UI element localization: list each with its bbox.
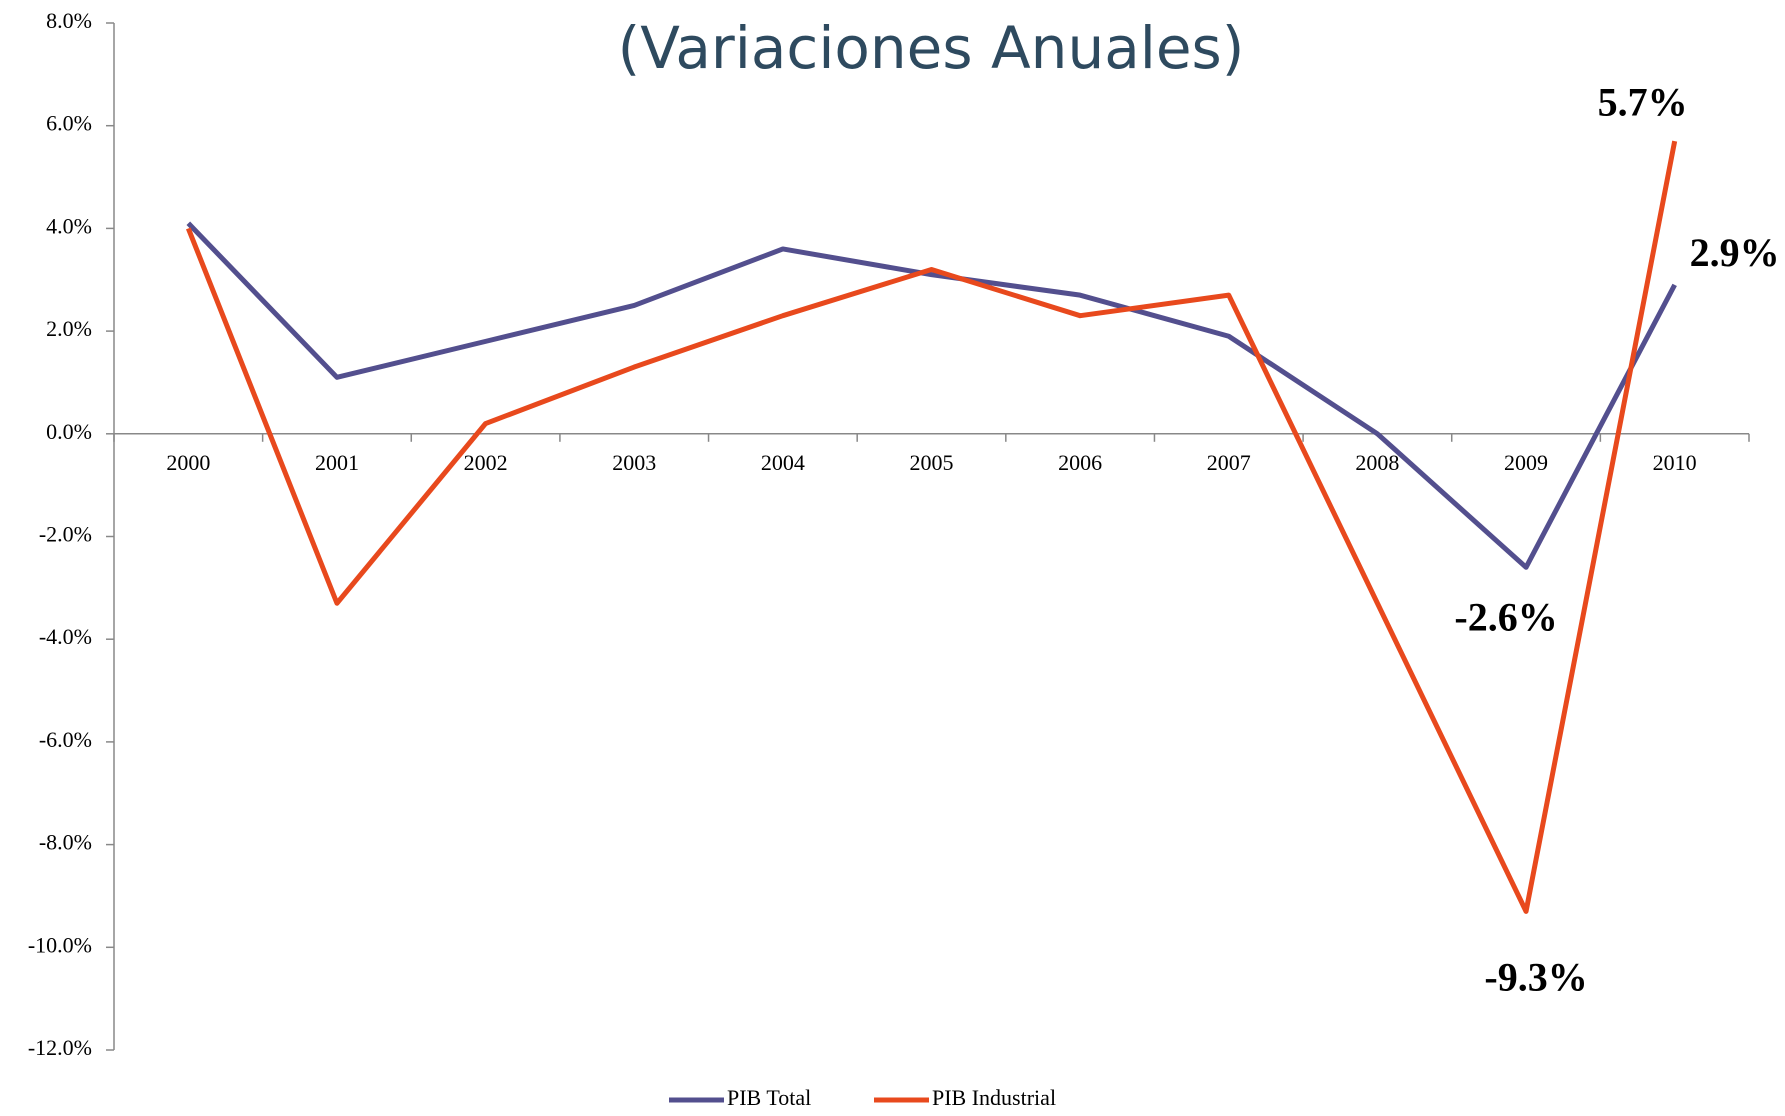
x-tick-label: 2004 [761, 450, 805, 475]
x-tick-label: 2003 [612, 450, 656, 475]
data-label: -9.3% [1484, 955, 1587, 1000]
y-tick-label: -10.0% [28, 932, 92, 957]
y-tick-label: -2.0% [39, 522, 92, 547]
x-tick-label: 2000 [166, 450, 210, 475]
y-tick-label: 0.0% [46, 419, 92, 444]
x-tick-label: 2007 [1207, 450, 1251, 475]
x-tick-label: 2002 [464, 450, 508, 475]
data-label: -2.6% [1454, 594, 1557, 639]
x-tick-label: 2009 [1504, 450, 1548, 475]
y-tick-label: 4.0% [46, 213, 92, 238]
y-tick-label: -12.0% [28, 1035, 92, 1060]
y-tick-label: -6.0% [39, 727, 92, 752]
data-label: 5.7% [1598, 79, 1688, 124]
x-tick-label: 2005 [910, 450, 954, 475]
legend-label: PIB Industrial [932, 1085, 1056, 1110]
y-tick-label: 2.0% [46, 316, 92, 341]
x-tick-label: 2010 [1653, 450, 1697, 475]
y-tick-label: 8.0% [46, 8, 92, 33]
legend-label: PIB Total [727, 1085, 811, 1110]
data-label: 2.9% [1690, 230, 1780, 275]
chart-title: (Variaciones Anuales) [618, 14, 1245, 82]
y-tick-label: -4.0% [39, 624, 92, 649]
series-line [185, 140, 1678, 914]
y-tick-label: -8.0% [39, 830, 92, 855]
x-tick-label: 2008 [1355, 450, 1399, 475]
y-tick-label: 6.0% [46, 111, 92, 136]
x-tick-label: 2006 [1058, 450, 1102, 475]
x-tick-label: 2001 [315, 450, 359, 475]
series-line [186, 221, 1677, 570]
